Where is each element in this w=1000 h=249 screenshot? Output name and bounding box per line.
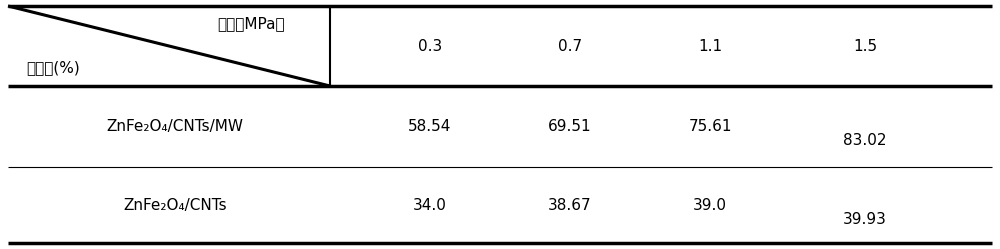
Text: 1.5: 1.5 [853,39,877,54]
Text: 压力（MPa）: 压力（MPa） [217,16,285,32]
Text: 0.7: 0.7 [558,39,582,54]
Text: 39.0: 39.0 [693,197,727,212]
Text: 0.3: 0.3 [418,39,442,54]
Text: 58.54: 58.54 [408,119,452,134]
Text: 39.93: 39.93 [843,211,887,227]
Text: ZnFe₂O₄/CNTs: ZnFe₂O₄/CNTs [123,197,227,212]
Text: 去除率(%): 去除率(%) [26,61,80,75]
Text: 34.0: 34.0 [413,197,447,212]
Text: 38.67: 38.67 [548,197,592,212]
Text: 83.02: 83.02 [843,133,887,148]
Text: 1.1: 1.1 [698,39,722,54]
Text: 75.61: 75.61 [688,119,732,134]
Text: 69.51: 69.51 [548,119,592,134]
Text: ZnFe₂O₄/CNTs/MW: ZnFe₂O₄/CNTs/MW [106,119,244,134]
